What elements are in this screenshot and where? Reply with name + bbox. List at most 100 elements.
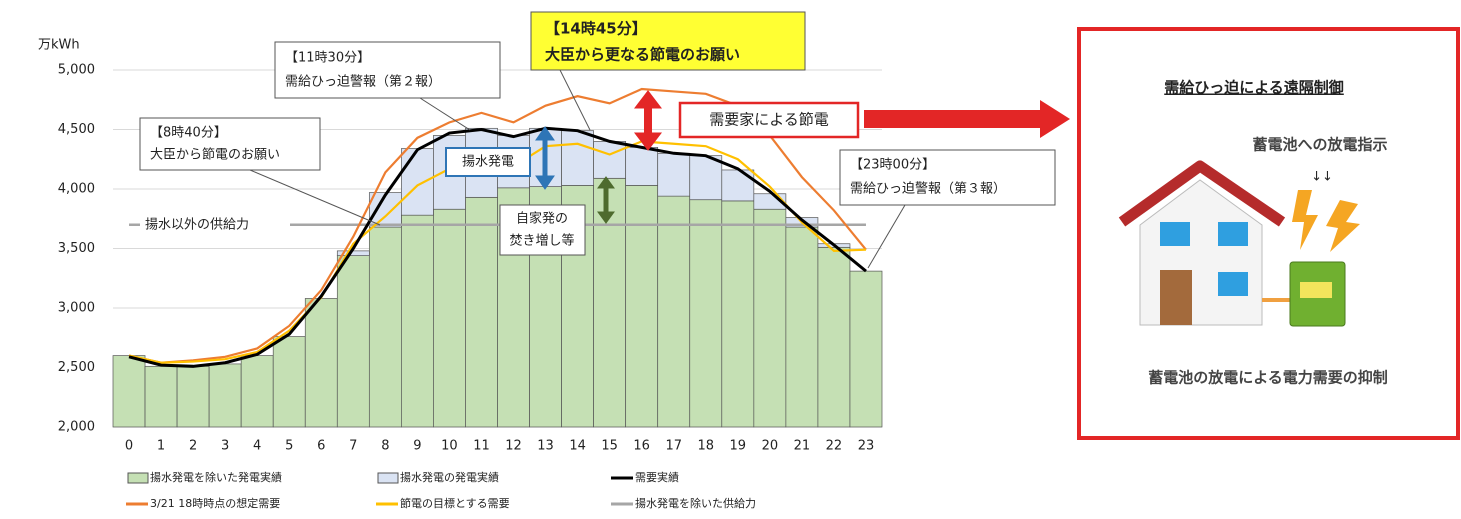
y-tick-label: 3,500 [58,241,95,256]
x-tick-label: 22 [826,439,843,454]
legend-swatch [127,472,149,484]
saving-label: 需要家による節電 [709,111,829,129]
red-arrow [633,90,663,151]
bar [849,270,883,428]
bar [272,336,306,428]
pumped-label-box [445,147,531,177]
y-unit: 万kWh [38,38,80,53]
bar [368,192,402,228]
x-tick-label: 14 [569,439,586,454]
x-tick-label: 21 [794,439,811,454]
bar [208,363,242,428]
callout-box [274,41,501,99]
callout-box [139,117,321,171]
bar [240,355,274,428]
y-tick-label: 2,500 [58,360,95,375]
legend-label: 揚水発電を除いた供給力 [635,496,756,510]
bar [689,155,723,201]
bar [144,365,178,428]
x-tick-label: 2 [189,439,197,454]
leader-line [249,169,381,226]
legend-label: 節電の目標とする需要 [400,496,510,510]
big-arrow [864,100,1070,138]
x-tick-label: 10 [441,439,458,454]
bar [401,214,434,428]
panel-instruction: 蓄電池への放電指示 [1252,136,1387,154]
bar [625,185,659,428]
bar [176,365,210,428]
x-tick-label: 9 [413,439,421,454]
pumped-label: 揚水発電 [462,154,514,170]
bar [368,226,402,428]
x-tick-label: 5 [285,439,293,454]
bar [657,195,691,428]
bar [465,196,498,428]
panel-arrows: ↓↓ [1311,170,1333,185]
bar [593,141,627,179]
bar [721,200,755,428]
callout-text: 需給ひっ迫警報（第２報） [285,74,441,90]
bar [689,199,723,428]
bar [657,152,691,197]
y-tick-label: 3,000 [58,301,95,316]
bar [721,169,755,202]
leader-line [419,97,471,131]
bar [401,148,434,216]
bar [817,246,851,428]
callout-text: 【14時45分】 [545,20,647,38]
callout-text: 需給ひっ迫警報（第３報） [850,181,1006,197]
bar [625,147,659,186]
x-tick-label: 19 [730,439,747,454]
bar [112,355,146,428]
x-tick-label: 11 [473,439,490,454]
leader-line [559,69,591,131]
x-tick-label: 6 [317,439,325,454]
x-tick-label: 4 [253,439,261,454]
x-tick-label: 1 [157,439,165,454]
self-gen-label: 焚き増し等 [509,233,574,249]
y-tick-label: 4,500 [58,122,95,137]
x-tick-label: 13 [537,439,554,454]
blue-arrow [535,126,555,190]
line [128,126,867,368]
legend-label: 揚水発電の発電実績 [400,470,499,484]
legend-label: 3/21 18時時点の想定需要 [150,496,280,510]
bar [433,208,466,428]
supply-label: 揚水以外の供給力 [145,217,249,233]
legend-swatch [377,472,399,484]
x-tick-label: 17 [665,439,682,454]
y-tick-label: 4,000 [58,182,95,197]
callout-text: 【11時30分】 [285,51,370,66]
y-tick-label: 5,000 [58,63,95,78]
legend-label: 揚水発電を除いた発電実績 [150,470,282,484]
leader-line [867,204,906,269]
x-tick-label: 18 [697,439,714,454]
bar [336,255,370,428]
callout-text: 【23時00分】 [850,158,935,173]
bar [785,226,819,428]
x-tick-label: 16 [633,439,650,454]
callout-text: 【8時40分】 [150,126,227,141]
legend-label: 需要実績 [635,470,679,484]
bar [753,208,787,428]
x-tick-label: 8 [381,439,389,454]
bar [304,298,338,428]
green-arrow [597,176,615,224]
x-tick-label: 23 [858,439,875,454]
self-gen-label: 自家発の [516,211,568,227]
y-tick-label: 2,000 [58,420,95,435]
panel-title: 需給ひっ迫による遠隔制御 [1164,79,1344,97]
x-tick-label: 20 [762,439,779,454]
x-tick-label: 15 [601,439,618,454]
callout-box [839,149,1056,206]
label-bg [140,214,290,236]
bar [593,177,627,428]
callout-text: 大臣から更なる節電のお願い [545,46,740,64]
bar [561,130,594,186]
callout-box [530,11,806,71]
callout-text: 大臣から節電のお願い [150,148,280,163]
panel-caption: 蓄電池の放電による電力需要の抑制 [1148,369,1388,387]
saving-box [678,101,860,139]
x-tick-label: 0 [125,439,133,454]
